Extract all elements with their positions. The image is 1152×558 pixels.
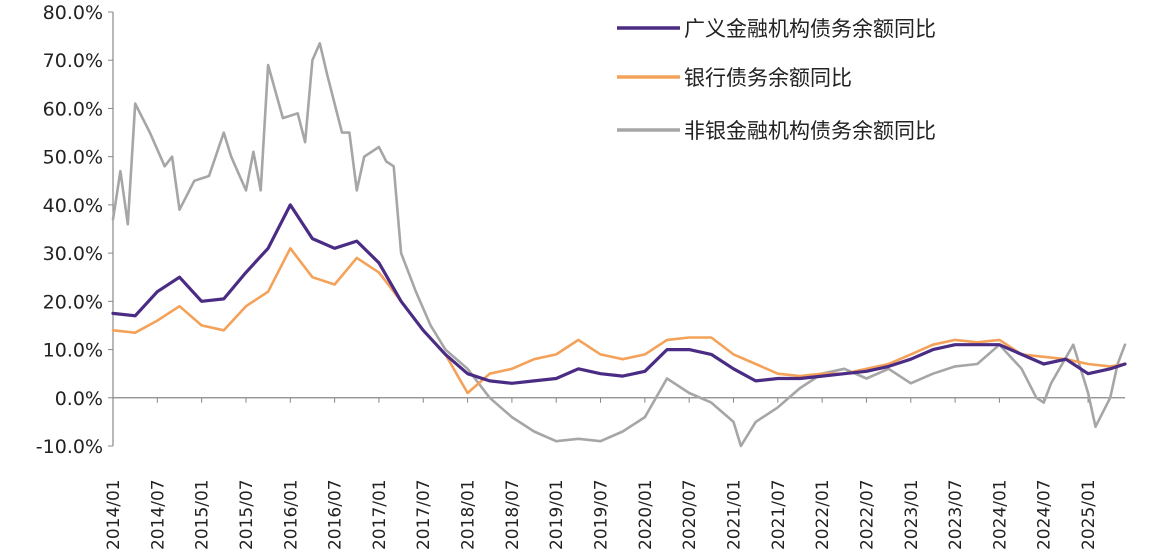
y-tick-label: 50.0% <box>43 147 103 169</box>
x-tick-label: 2021/01 <box>724 479 744 550</box>
y-tick-label: 80.0% <box>43 2 103 24</box>
x-tick-label: 2020/07 <box>680 479 700 550</box>
y-tick-label: 60.0% <box>43 98 103 120</box>
x-tick-label: 2023/07 <box>946 479 966 550</box>
x-tick-label: 2014/07 <box>148 479 168 550</box>
series-line-3 <box>111 42 1127 448</box>
y-tick-label: 20.0% <box>43 291 103 313</box>
x-tick-label: 2018/07 <box>503 479 523 550</box>
x-tick-label: 2022/01 <box>813 479 833 550</box>
x-tick-label: 2016/01 <box>281 479 301 550</box>
y-tick-label: 40.0% <box>43 195 103 217</box>
x-tick-label: 2024/01 <box>990 479 1010 550</box>
y-tick-label: 30.0% <box>43 243 103 265</box>
legend-label: 非银金融机构债务余额同比 <box>684 119 936 143</box>
x-tick-label: 2023/01 <box>902 479 922 550</box>
y-tick-label: -10.0% <box>36 436 103 458</box>
x-tick-label: 2017/07 <box>414 479 434 550</box>
x-tick-label: 2025/01 <box>1079 479 1099 550</box>
legend-label: 广义金融机构债务余额同比 <box>684 17 936 41</box>
y-tick-label: 0.0% <box>55 388 103 410</box>
x-tick-label: 2014/01 <box>104 479 124 550</box>
x-tick-label: 2015/07 <box>237 479 257 550</box>
x-tick-label: 2018/01 <box>459 479 479 550</box>
y-axis: 80.0% 70.0% 60.0% 50.0% 40.0% 30.0% 20.0% 10.0%… <box>36 2 114 458</box>
legend-label: 银行债务余额同比 <box>684 66 852 90</box>
series-layer <box>111 42 1127 448</box>
x-tick-label: 2020/01 <box>636 479 656 550</box>
x-tick-label: 2017/01 <box>370 479 390 550</box>
y-tick-label: 10.0% <box>43 340 103 362</box>
x-tick-label: 2022/07 <box>857 479 877 550</box>
x-tick-label: 2019/01 <box>547 479 567 550</box>
series-line-1 <box>111 203 1127 385</box>
x-tick-label: 2016/07 <box>326 479 346 550</box>
x-tick-label: 2015/01 <box>193 479 213 550</box>
y-tick-label: 70.0% <box>43 50 103 72</box>
x-tick-label: 2024/07 <box>1035 479 1055 550</box>
series-line-2 <box>111 247 1127 395</box>
x-tick-label: 2021/07 <box>769 479 789 550</box>
x-tick-label: 2019/07 <box>592 479 612 550</box>
x-axis: 2014/01 2014/07 2015/01 2015/07 2016/01 2016/… <box>104 397 1125 550</box>
